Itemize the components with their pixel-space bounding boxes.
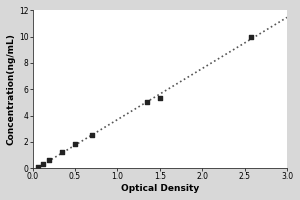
Point bbox=[73, 143, 77, 146]
Point bbox=[145, 101, 149, 104]
X-axis label: Optical Density: Optical Density bbox=[121, 184, 199, 193]
Point bbox=[40, 163, 45, 166]
Point bbox=[248, 35, 253, 38]
Point bbox=[89, 134, 94, 137]
Y-axis label: Concentration(ng/mL): Concentration(ng/mL) bbox=[7, 33, 16, 145]
Point bbox=[36, 165, 41, 168]
Point bbox=[60, 151, 64, 154]
Point bbox=[158, 97, 162, 100]
Point bbox=[47, 159, 52, 162]
